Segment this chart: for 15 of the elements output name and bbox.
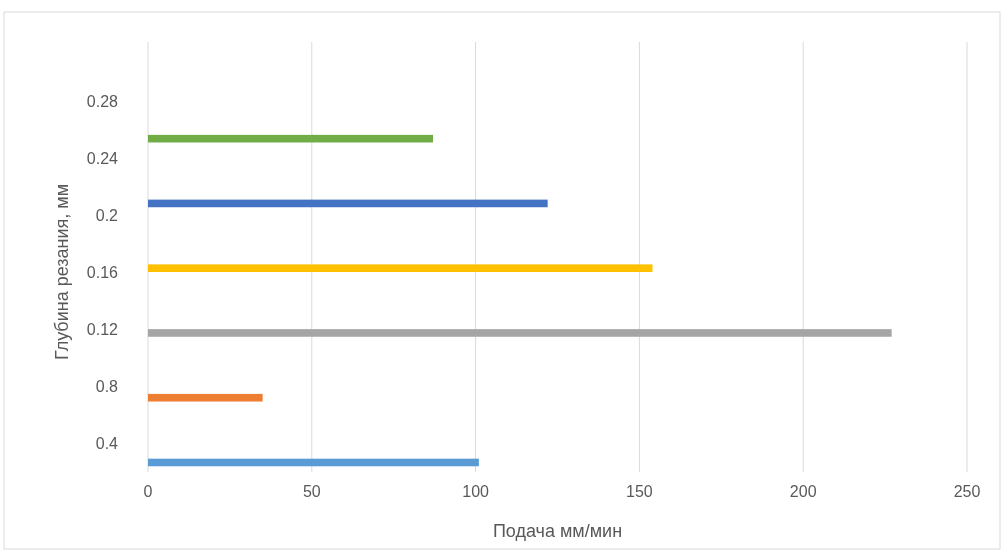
x-tick-label: 250 [953, 483, 981, 500]
y-tick-label: 0.12 [86, 321, 119, 339]
y-tick-label: 0.24 [86, 149, 119, 167]
y-axis-title: Глубина резания, мм [52, 183, 72, 361]
x-tick-label: 0 [143, 483, 153, 500]
x-tick-label: 50 [302, 483, 321, 500]
x-tick-label: 200 [789, 483, 817, 500]
y-tick-label: 0.4 [95, 435, 119, 453]
x-axis-title: Подача мм/мин [492, 521, 623, 541]
x-tick-label: 100 [462, 483, 490, 500]
y-tick-label: 0.8 [95, 378, 119, 396]
y-tick-label: 0.28 [86, 92, 119, 110]
y-tick-label: 0.2 [95, 206, 119, 224]
x-tick-label: 150 [626, 483, 653, 500]
y-tick-label: 0.16 [86, 264, 119, 281]
